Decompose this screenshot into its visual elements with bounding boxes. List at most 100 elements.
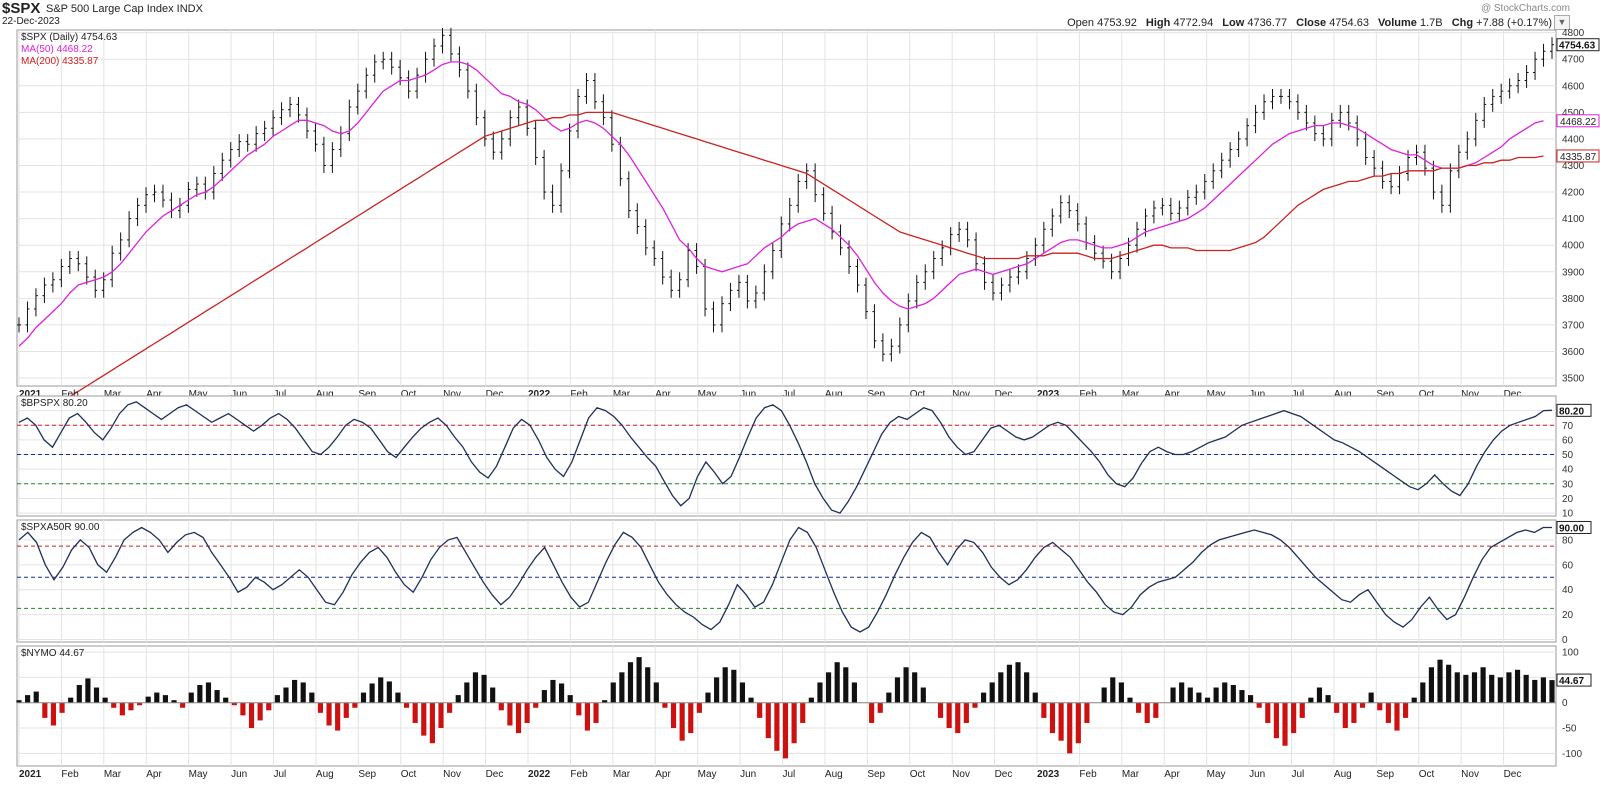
histogram-bar [429, 702, 435, 744]
histogram-bar [619, 672, 625, 703]
x-tick-label: Mar [104, 769, 122, 780]
x-tick-label: May [1207, 389, 1226, 400]
y-tick-label: 4000 [1562, 241, 1585, 252]
y-tick-label: 60 [1562, 435, 1574, 446]
x-tick-label: Jul [274, 389, 287, 400]
x-tick-label: May [1207, 769, 1226, 780]
histogram-bar [472, 672, 479, 703]
histogram-bar [714, 677, 720, 703]
y-tick-label: -100 [1562, 749, 1582, 760]
x-tick-label: Nov [1461, 769, 1479, 780]
histogram-bar [1187, 687, 1193, 703]
value-tag-label: 4468.22 [1560, 117, 1597, 128]
histogram-bar [1058, 702, 1064, 741]
x-tick-label: Oct [1419, 769, 1435, 780]
histogram-bar [912, 672, 918, 703]
legend-entry: MA(50) 4468.22 [21, 44, 93, 55]
histogram-bar [550, 679, 556, 703]
histogram-bar [515, 702, 522, 734]
histogram-bar [688, 702, 694, 734]
y-tick-label: 20 [1562, 610, 1574, 621]
histogram-bar [1170, 687, 1176, 703]
y-tick-label: 0 [1562, 635, 1568, 646]
histogram-bar [722, 667, 728, 703]
histogram-bar [1411, 697, 1417, 703]
histogram-bar [76, 684, 82, 703]
panel-price: 3500 3600 3700 3800 3900 4000 4100 4200 4300 4400… [16, 27, 1600, 430]
histogram-bar [1514, 669, 1521, 703]
chg-label: Chg [1451, 17, 1474, 29]
x-tick-label: Apr [146, 389, 162, 400]
x-tick-label: Sep [358, 389, 376, 400]
value-tag-box [1556, 114, 1600, 128]
y-tick-label: 3900 [1562, 267, 1585, 278]
histogram-bar [231, 702, 237, 706]
histogram-bar [1118, 682, 1124, 703]
histogram-bar [421, 702, 427, 736]
y-tick-label: 3800 [1562, 294, 1585, 305]
histogram-bar [214, 690, 220, 703]
legend-entry: $NYMO 44.67 [21, 648, 85, 659]
histogram-bar [1403, 702, 1409, 718]
histogram-bar [1006, 664, 1013, 703]
x-tick-label: Sep [1376, 389, 1394, 400]
x-tick-label: Jun [740, 769, 756, 780]
histogram-bar [903, 667, 909, 703]
histogram-bar [1428, 667, 1435, 703]
histogram-bar [808, 697, 814, 703]
histogram-bar [1153, 702, 1159, 718]
x-tick-label: Apr [655, 769, 671, 780]
histogram-bar [1041, 702, 1047, 718]
histogram-bar [843, 667, 849, 703]
close-label: Close [1296, 17, 1327, 29]
histogram-bar [963, 702, 969, 723]
open-value: 4753.92 [1097, 17, 1137, 29]
histogram-bar [748, 697, 754, 703]
y-tick-label: 20 [1562, 494, 1574, 505]
histogram-bar [1024, 672, 1030, 703]
y-tick-label: -50 [1562, 724, 1577, 735]
x-tick-label: Feb [1079, 769, 1097, 780]
histogram-bar [93, 687, 100, 703]
high-value: 4772.94 [1173, 17, 1214, 29]
x-tick-label: May [189, 389, 208, 400]
histogram-bar [1084, 702, 1090, 723]
histogram-bar [136, 702, 143, 706]
histogram-bar [68, 697, 74, 703]
histogram-bar [16, 700, 22, 703]
histogram-bar [369, 683, 375, 703]
chart-date: 22-Dec-2023 [2, 16, 60, 27]
x-tick-label: Apr [146, 769, 162, 780]
quote-summary: Open 4753.92 High 4772.94 Low 4736.77 Cl… [1067, 17, 1552, 29]
histogram-bar [455, 695, 461, 703]
histogram-bar [670, 702, 677, 729]
histogram-bar [292, 679, 298, 703]
histogram-bar [1101, 687, 1107, 703]
histogram-bar [326, 702, 332, 726]
histogram-bar [128, 702, 134, 711]
x-tick-label: 2023 [1037, 389, 1060, 400]
histogram-bar [696, 702, 702, 713]
histogram-bar [679, 702, 685, 741]
x-tick-label: May [698, 769, 717, 780]
histogram-bar [1110, 677, 1116, 703]
x-tick-label: Feb [570, 389, 588, 400]
x-tick-label: Jun [1249, 389, 1265, 400]
histogram-bar [197, 684, 203, 703]
y-tick-label: 40 [1562, 465, 1574, 476]
histogram-bar [886, 692, 892, 703]
histogram-bar [403, 702, 410, 708]
histogram-bar [352, 702, 358, 708]
histogram-bar [378, 677, 384, 703]
histogram-bar [1222, 682, 1228, 703]
watermark: @ StockCharts.com [1480, 3, 1570, 14]
y-tick-label: 100 [1562, 648, 1579, 659]
histogram-bar [558, 683, 565, 703]
histogram-bar [1454, 672, 1460, 703]
x-tick-label: Nov [1461, 389, 1479, 400]
expand-arrow-icon[interactable]: ▼ [1554, 15, 1570, 30]
histogram-bar [386, 681, 392, 703]
x-tick-label: 2022 [528, 769, 551, 780]
x-tick-label: Oct [401, 769, 417, 780]
legend-entry: MA(200) 4335.87 [21, 56, 99, 67]
